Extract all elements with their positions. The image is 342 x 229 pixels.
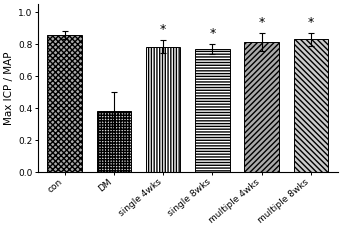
Y-axis label: Max ICP / MAP: Max ICP / MAP [4,52,14,125]
Bar [48,35,82,172]
Text: *: * [308,16,314,29]
Bar [97,111,131,172]
Text: *: * [160,23,166,36]
Bar [195,49,229,172]
Bar [244,42,279,172]
Bar [293,39,328,172]
Bar [146,47,180,172]
Text: *: * [259,16,265,29]
Text: *: * [209,27,215,40]
